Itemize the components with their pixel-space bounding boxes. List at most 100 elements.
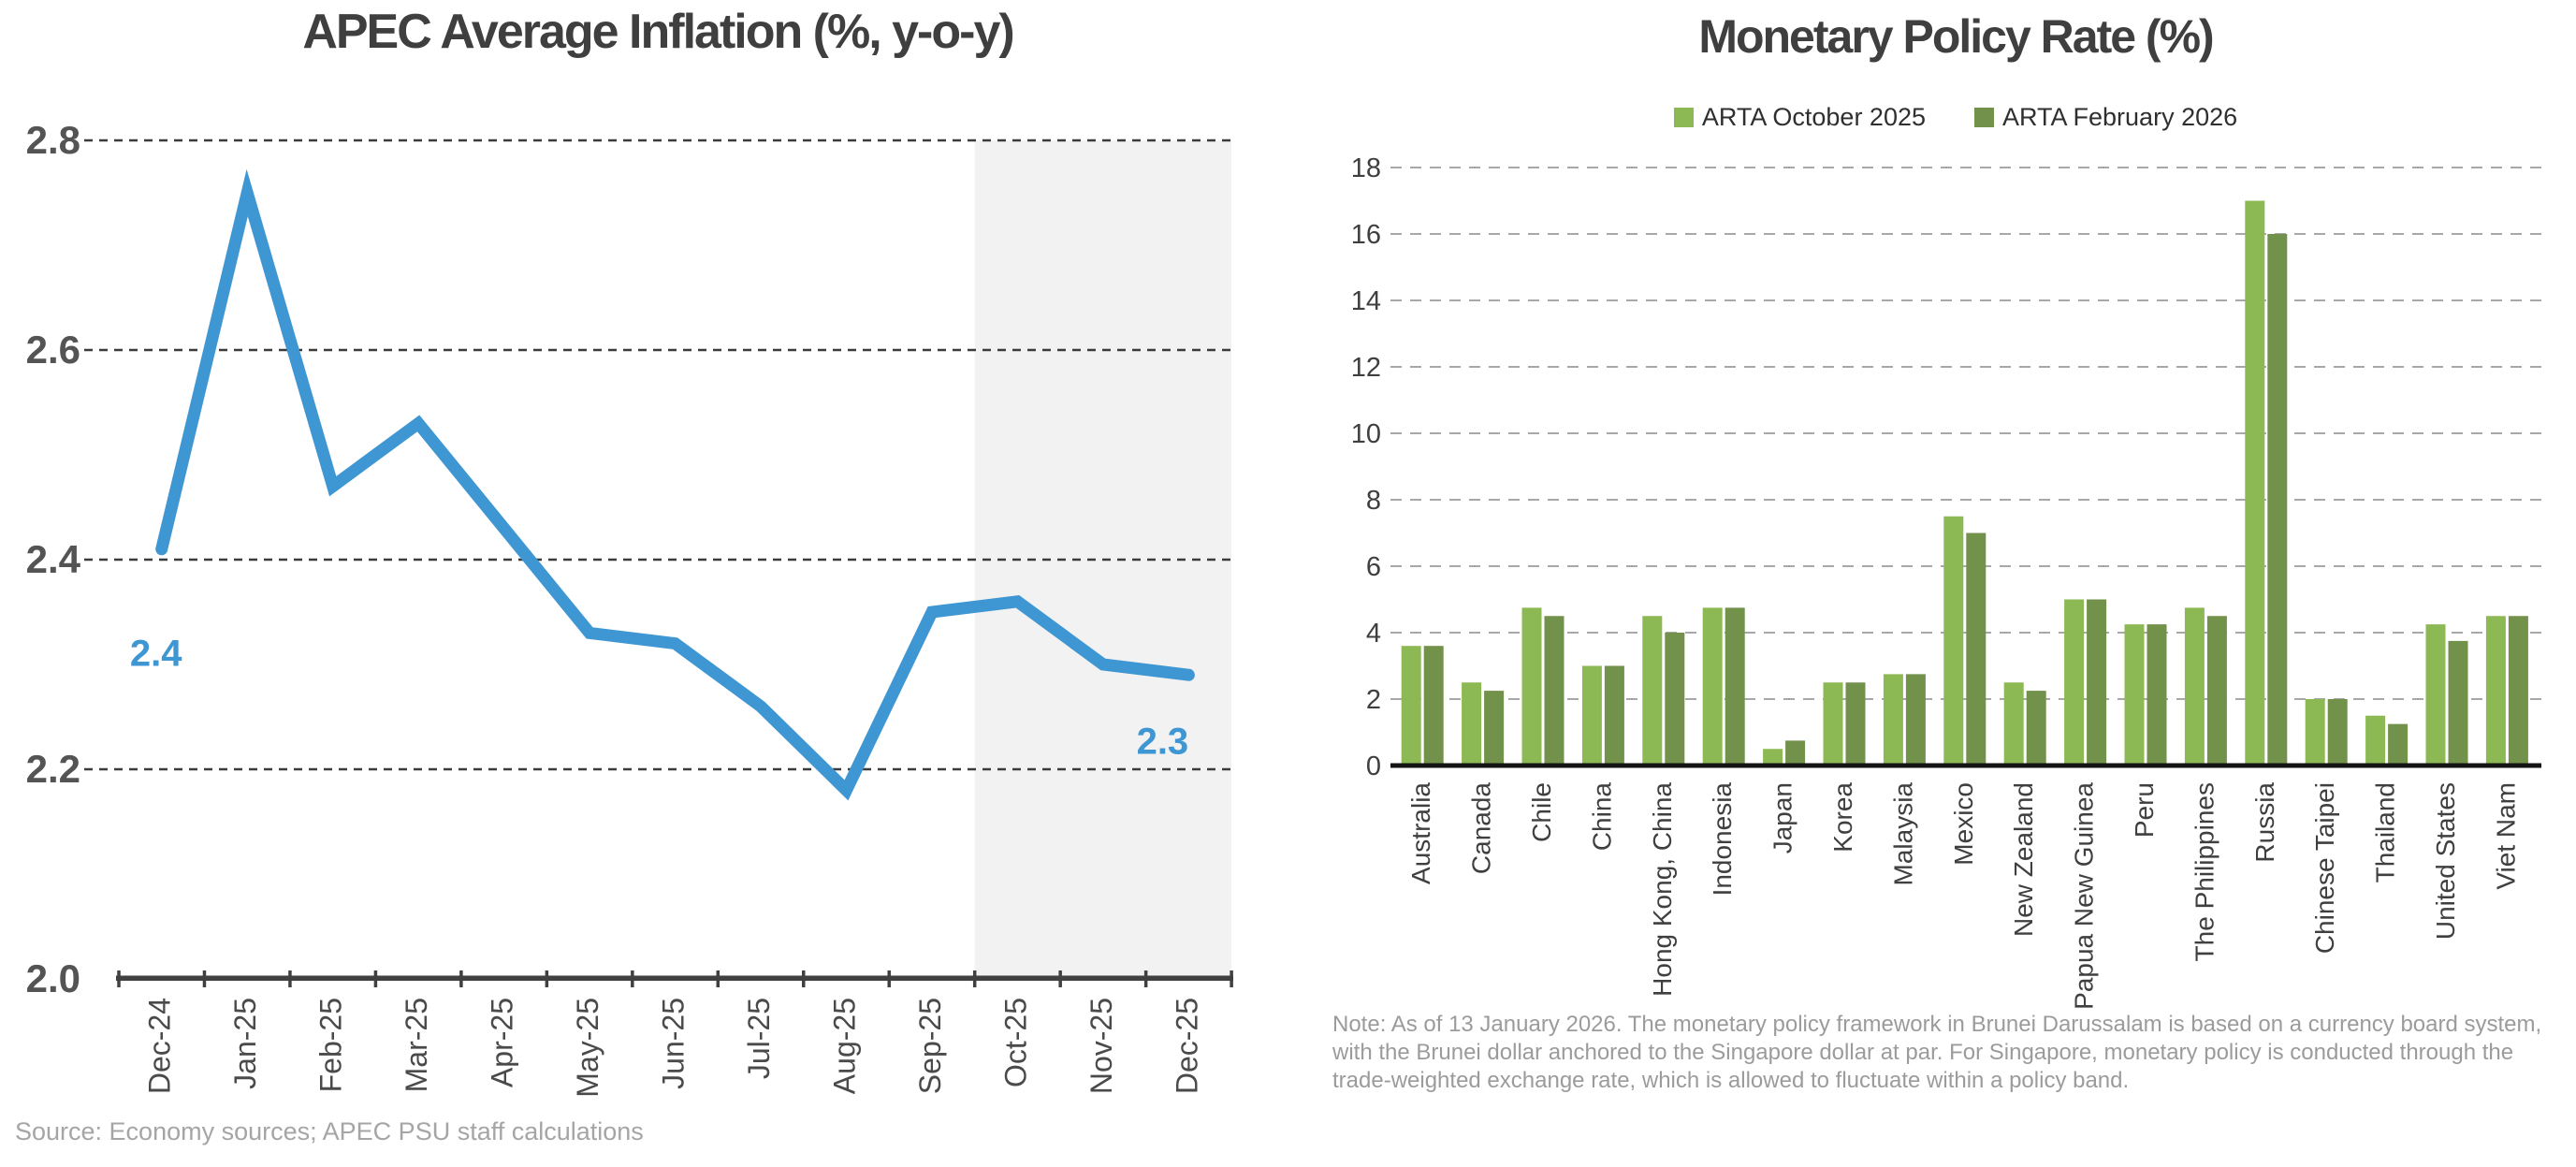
bar-japan-arta-october-2025 — [1763, 749, 1783, 766]
bar-new-zealand-arta-february-2026 — [2026, 691, 2046, 766]
bar-thailand-arta-february-2026 — [2388, 723, 2409, 766]
axis-tick — [288, 970, 292, 987]
inflation-line — [155, 168, 1195, 801]
x-axis-label-mar-25: Mar-25 — [400, 998, 433, 1092]
x-axis-label-aug-25: Aug-25 — [827, 998, 861, 1094]
category-label-mexico: Mexico — [1949, 782, 1978, 866]
axis-tick — [972, 970, 977, 987]
bar-united-states-arta-february-2026 — [2448, 640, 2468, 766]
bar-china-arta-october-2025 — [1581, 665, 1602, 766]
bar-australia-arta-february-2026 — [1423, 646, 1444, 766]
bar-peru-arta-october-2025 — [2124, 624, 2145, 766]
bar-canada-arta-october-2025 — [1462, 682, 1482, 766]
axis-tick — [802, 970, 806, 987]
bar-papua-new-guinea-arta-february-2026 — [2087, 599, 2107, 766]
x-axis-label-jul-25: Jul-25 — [742, 998, 776, 1079]
legend-item-arta-october-2025: ARTA October 2025 — [1673, 103, 1926, 132]
bar-papua-new-guinea-arta-october-2025 — [2064, 599, 2085, 766]
x-axis-label-sep-25: Sep-25 — [913, 998, 947, 1094]
bar-australia-arta-october-2025 — [1401, 646, 1421, 766]
inflation-chart-title: APEC Average Inflation (%, y-o-y) — [302, 5, 1014, 59]
line-start-value-label: 2.4 — [129, 633, 182, 675]
y-axis-label: 2.0 — [26, 956, 80, 1000]
bar-russia-arta-february-2026 — [2267, 234, 2288, 766]
value-axis-label: 16 — [1351, 220, 1381, 250]
bar-indonesia-arta-october-2025 — [1702, 607, 1723, 766]
category-label-viet-nam: Viet Nam — [2491, 782, 2520, 890]
bar-peru-arta-february-2026 — [2147, 624, 2167, 766]
category-label-peru: Peru — [2130, 782, 2159, 838]
x-axis-label-jun-25: Jun-25 — [657, 998, 691, 1089]
bar-korea-arta-february-2026 — [1845, 682, 1866, 766]
value-axis-label: 12 — [1351, 353, 1381, 383]
x-axis-label-dec-24: Dec-24 — [143, 998, 177, 1094]
value-axis-label: 10 — [1351, 419, 1381, 449]
value-axis-label: 8 — [1366, 486, 1381, 516]
axis-tick — [631, 970, 634, 987]
chart-note: Note: As of 13 January 2026. The monetar… — [1332, 1012, 2542, 1094]
category-label-papua-new-guinea: Papua New Guinea — [2070, 782, 2099, 1010]
bar-united-states-arta-october-2025 — [2425, 624, 2446, 766]
category-label-russia: Russia — [2250, 782, 2279, 863]
bar-hong-kong-china-arta-february-2026 — [1665, 633, 1685, 766]
axis-tick — [117, 970, 121, 987]
axis-tick — [716, 970, 720, 987]
x-axis-line — [116, 975, 1233, 981]
axis-tick — [1230, 970, 1233, 987]
y-axis-label: 2.2 — [26, 747, 80, 791]
y-axis-label: 2.8 — [26, 118, 80, 162]
chart-legend: ARTA October 2025 ARTA February 2026 — [1347, 103, 2564, 132]
bar-the-philippines-arta-february-2026 — [2206, 616, 2227, 766]
category-label-australia: Australia — [1406, 782, 1435, 884]
value-axis-label: 14 — [1351, 286, 1381, 316]
bar-chinese-taipei-arta-february-2026 — [2327, 699, 2348, 766]
category-label-thailand: Thailand — [2371, 782, 2400, 883]
bar-malaysia-arta-february-2026 — [1905, 674, 1926, 766]
bar-mexico-arta-february-2026 — [1966, 532, 1987, 766]
value-axis-label: 6 — [1366, 552, 1381, 582]
axis-tick — [1143, 970, 1148, 987]
bar-thailand-arta-october-2025 — [2365, 715, 2386, 766]
x-axis-label-jan-25: Jan-25 — [228, 998, 262, 1089]
x-axis-label-may-25: May-25 — [571, 998, 604, 1098]
bar-japan-arta-february-2026 — [1785, 740, 1806, 766]
bar-china-arta-february-2026 — [1604, 665, 1624, 766]
category-label-china: China — [1587, 782, 1616, 852]
legend-swatch-icon — [1673, 108, 1694, 127]
category-label-chinese-taipei: Chinese Taipei — [2310, 782, 2339, 954]
category-label-canada: Canada — [1467, 782, 1496, 875]
axis-tick — [1058, 970, 1062, 987]
category-label-the-philippines: The Philippines — [2190, 782, 2219, 961]
bar-viet-nam-arta-october-2025 — [2485, 616, 2506, 766]
bar-indonesia-arta-february-2026 — [1725, 607, 1745, 766]
bar-hong-kong-china-arta-october-2025 — [1642, 616, 1663, 766]
bar-chile-arta-february-2026 — [1544, 616, 1565, 766]
bar-chinese-taipei-arta-october-2025 — [2305, 699, 2325, 766]
x-axis-label-nov-25: Nov-25 — [1084, 998, 1118, 1094]
value-axis-label: 18 — [1351, 153, 1381, 183]
category-label-malaysia: Malaysia — [1888, 782, 1917, 886]
axis-tick — [459, 970, 463, 987]
x-axis-label-feb-25: Feb-25 — [314, 998, 348, 1092]
axis-tick — [202, 970, 207, 987]
bar-canada-arta-february-2026 — [1484, 691, 1505, 766]
x-axis-label-oct-25: Oct-25 — [998, 998, 1032, 1087]
bar-korea-arta-october-2025 — [1823, 682, 1843, 766]
axis-tick — [373, 970, 378, 987]
policy-rate-chart-title: Monetary Policy Rate (%) — [1698, 10, 2214, 63]
value-axis-label: 2 — [1366, 685, 1381, 715]
category-label-japan: Japan — [1768, 782, 1797, 853]
value-axis-label: 4 — [1366, 619, 1381, 649]
category-label-indonesia: Indonesia — [1708, 782, 1737, 897]
value-axis-label: 0 — [1366, 751, 1381, 781]
category-label-hong-kong-china: Hong Kong, China — [1648, 782, 1677, 997]
x-axis-label-apr-25: Apr-25 — [486, 998, 519, 1087]
axis-tick — [545, 970, 549, 987]
bar-malaysia-arta-october-2025 — [1883, 674, 1903, 766]
y-axis-label: 2.6 — [26, 328, 80, 372]
legend-label: ARTA February 2026 — [2002, 103, 2238, 131]
y-axis-label: 2.4 — [26, 537, 81, 581]
bar-the-philippines-arta-october-2025 — [2184, 607, 2205, 766]
bar-new-zealand-arta-october-2025 — [2003, 682, 2024, 766]
